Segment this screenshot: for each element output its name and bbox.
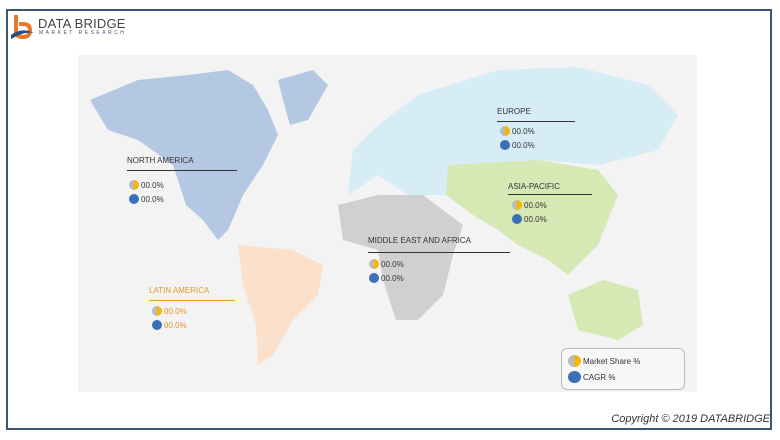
region-label: MIDDLE EAST AND AFRICA	[368, 236, 471, 245]
cagr-icon	[152, 320, 162, 330]
asia-pacific-shape	[446, 160, 618, 275]
logo-icon	[11, 15, 34, 40]
legend-market-share: Market Share %	[583, 356, 641, 366]
market-share-value: 00.0%	[381, 259, 404, 269]
europe-asia-north-shape	[348, 67, 678, 195]
market-share-value: 00.0%	[141, 180, 164, 190]
frame	[6, 9, 772, 430]
region-label: LATIN AMERICA	[149, 286, 210, 295]
logo-subtitle: MARKET RESEARCH	[39, 30, 127, 36]
copyright: Copyright © 2019 DATABRIDGE	[611, 413, 770, 425]
divider	[497, 121, 575, 122]
region-label: ASIA-PACIFIC	[508, 182, 560, 191]
market-share-icon	[369, 259, 379, 269]
cagr-value: 00.0%	[164, 320, 187, 330]
cagr-icon	[500, 140, 510, 150]
cagr-icon	[512, 214, 522, 224]
cagr-icon	[129, 194, 139, 204]
market-share-icon	[512, 200, 522, 210]
divider	[149, 300, 235, 301]
north-america-shape	[90, 70, 278, 240]
legend: Market Share % CAGR %	[561, 348, 685, 390]
greenland-shape	[278, 70, 328, 125]
logo-title: DATA BRIDGE	[38, 16, 126, 31]
region-label: NORTH AMERICA	[127, 156, 194, 165]
mea-shape	[338, 195, 463, 320]
world-map	[78, 55, 697, 392]
latin-america-shape	[238, 245, 323, 365]
australia-shape	[568, 280, 643, 340]
market-share-icon	[129, 180, 139, 190]
cagr-icon	[568, 371, 581, 383]
market-share-icon	[152, 306, 162, 316]
market-share-value: 00.0%	[164, 306, 187, 316]
legend-cagr: CAGR %	[583, 372, 616, 382]
divider	[508, 194, 592, 195]
region-label: EUROPE	[497, 107, 531, 116]
cagr-value: 00.0%	[512, 140, 535, 150]
cagr-value: 00.0%	[141, 194, 164, 204]
market-share-icon	[568, 355, 581, 367]
market-share-icon	[500, 126, 510, 136]
cagr-value: 00.0%	[381, 273, 404, 283]
market-share-value: 00.0%	[512, 126, 535, 136]
cagr-value: 00.0%	[524, 214, 547, 224]
cagr-icon	[369, 273, 379, 283]
market-share-value: 00.0%	[524, 200, 547, 210]
divider	[127, 170, 237, 171]
divider	[368, 252, 510, 253]
